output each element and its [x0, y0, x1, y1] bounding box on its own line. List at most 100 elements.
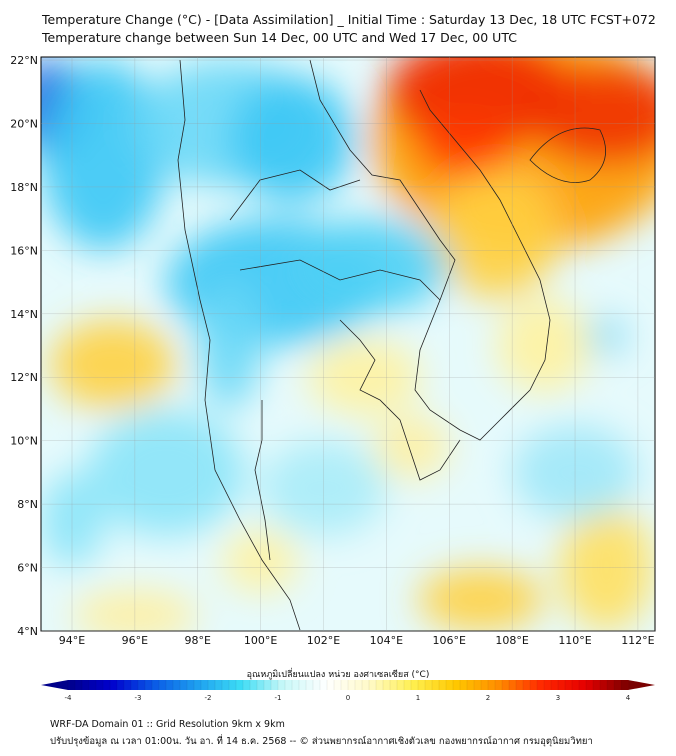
- field-anomaly: [528, 63, 655, 165]
- colorbar-segment: [460, 680, 468, 690]
- field-anomaly: [496, 297, 591, 394]
- field-anomaly: [587, 316, 626, 356]
- colorbar-segment: [481, 680, 489, 690]
- coastlines-borders: [177, 59, 607, 631]
- colorbar-segment: [565, 680, 573, 690]
- colorbar-segment: [432, 680, 440, 690]
- chart-title: Temperature Change (°C) - [Data Assimila…: [42, 12, 656, 27]
- colorbar-segment: [313, 680, 321, 690]
- lon-tick-label: 112°E: [621, 634, 654, 647]
- colorbar-segment: [117, 680, 125, 690]
- colorbar-segment: [327, 680, 335, 690]
- colorbar-segment: [523, 680, 531, 690]
- colorbar-segment: [446, 680, 454, 690]
- colorbar-segment: [495, 680, 503, 690]
- colorbar-segment: [607, 680, 615, 690]
- colorbar-segment: [502, 680, 510, 690]
- colorbar-segment: [418, 680, 426, 690]
- colorbar-segment: [348, 680, 356, 690]
- lat-tick-label: 12°N: [10, 371, 38, 384]
- chart-subtitle: Temperature change between Sun 14 Dec, 0…: [42, 30, 517, 45]
- colorbar-segment: [614, 680, 622, 690]
- field-anomaly: [229, 75, 355, 203]
- colorbar-tick-label: 4: [626, 694, 631, 702]
- lat-tick-label: 18°N: [10, 181, 38, 194]
- colorbar-segment: [215, 680, 223, 690]
- colorbar-segment: [96, 680, 104, 690]
- lat-tick-label: 10°N: [10, 435, 38, 448]
- field-anomaly: [197, 282, 261, 409]
- field-anomaly: [417, 113, 513, 178]
- colorbar-segment: [124, 680, 132, 690]
- footer-update-info: ปรับปรุงข้อมูล ณ เวลา 01:00น. วัน อา. ที…: [50, 736, 593, 747]
- colorbar-tick-label: 3: [556, 694, 560, 702]
- colorbar-segment: [180, 680, 188, 690]
- field-anomaly: [433, 171, 560, 298]
- colorbar-segment: [110, 680, 118, 690]
- colorbar-tick-label: 2: [486, 694, 490, 702]
- colorbar-segment: [320, 680, 328, 690]
- lat-tick-label: 4°N: [17, 625, 38, 638]
- lat-tick-label: 14°N: [10, 308, 38, 321]
- colorbar-segment: [194, 680, 202, 690]
- colorbar-segment: [453, 680, 461, 690]
- colorbar-segment: [159, 680, 167, 690]
- field-anomaly: [373, 415, 450, 479]
- colorbar-min-extend: [41, 680, 68, 690]
- colorbar-segment: [243, 680, 251, 690]
- lon-tick-label: 104°E: [370, 634, 403, 647]
- colorbar-segment: [103, 680, 111, 690]
- colorbar-segment: [579, 680, 587, 690]
- colorbar-segment: [488, 680, 496, 690]
- colorbar-segment: [229, 680, 237, 690]
- colorbar-segment: [355, 680, 363, 690]
- colorbar-segment: [131, 680, 139, 690]
- colorbar-segment: [593, 680, 601, 690]
- lat-tick-label: 20°N: [10, 117, 38, 130]
- colorbar-segment: [467, 680, 475, 690]
- lon-tick-label: 102°E: [307, 634, 340, 647]
- footer-model-info: WRF-DA Domain 01 :: Grid Resolution 9km …: [50, 719, 285, 730]
- colorbar-segment: [425, 680, 433, 690]
- colorbar-segment: [362, 680, 370, 690]
- field-anomaly: [87, 409, 245, 536]
- lon-tick-label: 96°E: [122, 634, 148, 647]
- colorbar-segment: [250, 680, 258, 690]
- colorbar-segment: [439, 680, 447, 690]
- field-anomaly: [50, 320, 176, 409]
- colorbar-segment: [264, 680, 272, 690]
- field-anomaly: [41, 60, 167, 251]
- colorbar-tick-label: 1: [416, 694, 420, 702]
- colorbar-segment: [558, 680, 566, 690]
- colorbar-segment: [82, 680, 90, 690]
- colorbar-segment: [299, 680, 307, 690]
- colorbar-segment: [586, 680, 594, 690]
- colorbar-segment: [166, 680, 174, 690]
- colorbar-segment: [145, 680, 153, 690]
- colorbar-segment: [369, 680, 377, 690]
- colorbar-tick-label: -3: [135, 694, 142, 702]
- colorbar-tick-label: -2: [205, 694, 212, 702]
- colorbar-max-extend: [628, 680, 655, 690]
- colorbar-segment: [271, 680, 279, 690]
- colorbar-tick-label: 0: [346, 694, 350, 702]
- colorbar-segment: [537, 680, 545, 690]
- lon-tick-label: 98°E: [185, 634, 211, 647]
- colorbar-segment: [544, 680, 552, 690]
- colorbar-segment: [516, 680, 524, 690]
- colorbar-segment: [474, 680, 482, 690]
- colorbar-segment: [152, 680, 160, 690]
- colorbar-segment: [89, 680, 97, 690]
- colorbar-segment: [75, 680, 83, 690]
- colorbar-segment: [334, 680, 342, 690]
- lon-tick-label: 108°E: [495, 634, 528, 647]
- field-anomaly: [292, 218, 450, 314]
- colorbar-segment: [173, 680, 181, 690]
- colorbar-segment: [236, 680, 244, 690]
- colorbar-tick-label: -1: [275, 694, 282, 702]
- colorbar-segment: [411, 680, 419, 690]
- colorbar-segment: [306, 680, 314, 690]
- gridlines: [41, 57, 655, 632]
- temperature-field: [41, 57, 655, 631]
